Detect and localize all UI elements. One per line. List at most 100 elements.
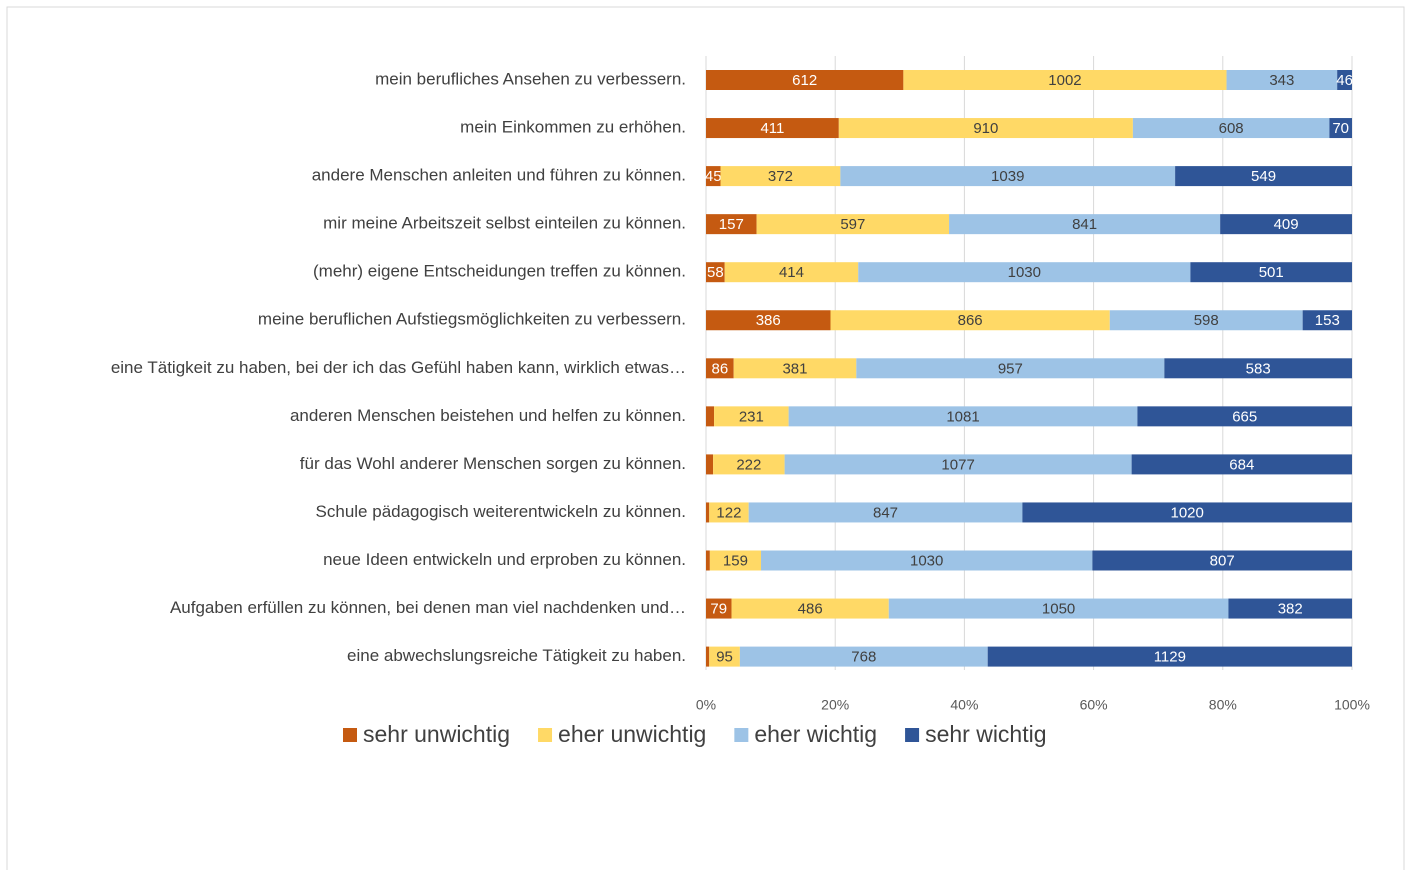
data-label: 153 — [1315, 312, 1340, 329]
bar-segment — [840, 166, 1176, 187]
bar-segment — [1190, 262, 1352, 283]
data-label: 86 — [711, 360, 728, 377]
data-label: 598 — [1194, 312, 1219, 329]
category-label: meine beruflichen Aufstiegsmöglichkeiten… — [258, 310, 686, 329]
bar-segment — [706, 406, 715, 427]
data-label: 549 — [1251, 168, 1276, 185]
x-tick-label: 20% — [821, 697, 849, 713]
category-label: eine Tätigkeit zu haben, bei der ich das… — [111, 358, 686, 377]
bar-segment — [709, 502, 749, 523]
data-label: 486 — [798, 601, 823, 618]
bar-segment — [706, 550, 710, 571]
bar-segment — [756, 214, 950, 235]
data-label: 1039 — [991, 168, 1024, 185]
data-label: 501 — [1259, 264, 1284, 281]
bar-segment — [1109, 310, 1303, 331]
bar-segment — [706, 310, 831, 331]
bar-segment — [1164, 358, 1352, 379]
data-label: 910 — [973, 120, 998, 137]
data-label: 1002 — [1048, 72, 1081, 89]
data-label: 597 — [840, 216, 865, 233]
data-label: 46 — [1336, 72, 1353, 89]
data-label: 58 — [707, 264, 724, 281]
bar-segment — [1220, 214, 1352, 235]
category-label: eine abwechslungsreiche Tätigkeit zu hab… — [347, 646, 686, 665]
data-label: 1030 — [910, 552, 943, 569]
x-tick-label: 60% — [1080, 697, 1108, 713]
bar-segment — [706, 358, 734, 379]
legend-label: sehr wichtig — [925, 721, 1046, 747]
legend-swatch — [343, 728, 357, 742]
bar-segment — [706, 646, 710, 667]
bar-segment — [1329, 118, 1352, 139]
category-label: anderen Menschen beistehen und helfen zu… — [290, 406, 686, 425]
data-label: 95 — [716, 649, 733, 666]
bar-segment — [1131, 454, 1352, 475]
data-label: 665 — [1232, 408, 1257, 425]
bar-segment — [1132, 118, 1330, 139]
bar-segment — [1137, 406, 1352, 427]
data-label: 159 — [723, 552, 748, 569]
legend-swatch — [538, 728, 553, 742]
bar-segment — [903, 70, 1227, 90]
data-label: 1129 — [1154, 649, 1186, 666]
bar-segment — [713, 454, 785, 475]
bar-segment — [838, 118, 1133, 139]
bar-segment — [1302, 310, 1352, 331]
data-label: 411 — [760, 120, 784, 137]
data-label: 1077 — [941, 456, 974, 473]
legend-swatch — [734, 728, 749, 742]
bar-segment — [1175, 166, 1352, 187]
bar-segment — [706, 454, 714, 475]
bar-segment — [856, 358, 1165, 379]
category-label: Schule pädagogisch weiterentwickeln zu k… — [316, 502, 686, 521]
bar-segment — [739, 646, 988, 667]
data-label: 222 — [736, 456, 761, 473]
x-tick-label: 40% — [950, 697, 978, 713]
data-label: 70 — [1332, 120, 1349, 137]
data-label: 122 — [716, 504, 741, 521]
legend-label: eher wichtig — [754, 721, 877, 747]
bar-segment — [706, 502, 710, 523]
bar-segment — [1226, 70, 1338, 90]
bar-segment — [706, 214, 757, 235]
bar-segment — [709, 646, 740, 667]
bar-segment — [709, 550, 762, 571]
bar-segment — [724, 262, 859, 283]
bar-segment — [706, 70, 904, 90]
legend-label: eher unwichtig — [558, 721, 706, 747]
category-label: mir meine Arbeitszeit selbst einteilen z… — [323, 214, 686, 233]
data-label: 841 — [1072, 216, 1097, 233]
data-label: 157 — [719, 216, 744, 233]
data-label: 807 — [1210, 552, 1235, 569]
data-label: 343 — [1269, 72, 1294, 89]
bar-segment — [706, 118, 839, 139]
bar-segment — [714, 406, 789, 427]
data-label: 684 — [1229, 456, 1254, 473]
bar-segment — [731, 598, 889, 619]
data-label: 957 — [998, 360, 1023, 377]
bar-segment — [788, 406, 1138, 427]
category-label: neue Ideen entwickeln und erproben zu kö… — [323, 550, 686, 569]
category-label: andere Menschen anleiten und führen zu k… — [312, 166, 686, 185]
legend-label: sehr unwichtig — [363, 721, 510, 747]
category-label: Aufgaben erfüllen zu können, bei denen m… — [170, 598, 686, 617]
bar-segment — [706, 166, 721, 187]
data-label: 414 — [779, 264, 804, 281]
data-label: 79 — [710, 601, 727, 618]
data-label: 1050 — [1042, 601, 1075, 618]
data-label: 409 — [1274, 216, 1299, 233]
data-label: 231 — [739, 408, 764, 425]
bar-segment — [733, 358, 857, 379]
data-label: 382 — [1278, 601, 1303, 618]
data-label: 386 — [756, 312, 781, 329]
bar-segment — [761, 550, 1093, 571]
bar-segment — [1022, 502, 1352, 523]
data-label: 1081 — [946, 408, 979, 425]
data-label: 381 — [782, 360, 807, 377]
bar-segment — [720, 166, 841, 187]
bar-segment — [888, 598, 1229, 619]
data-label: 612 — [792, 72, 817, 89]
bar-segment — [1337, 70, 1352, 90]
data-label: 1020 — [1171, 504, 1204, 521]
